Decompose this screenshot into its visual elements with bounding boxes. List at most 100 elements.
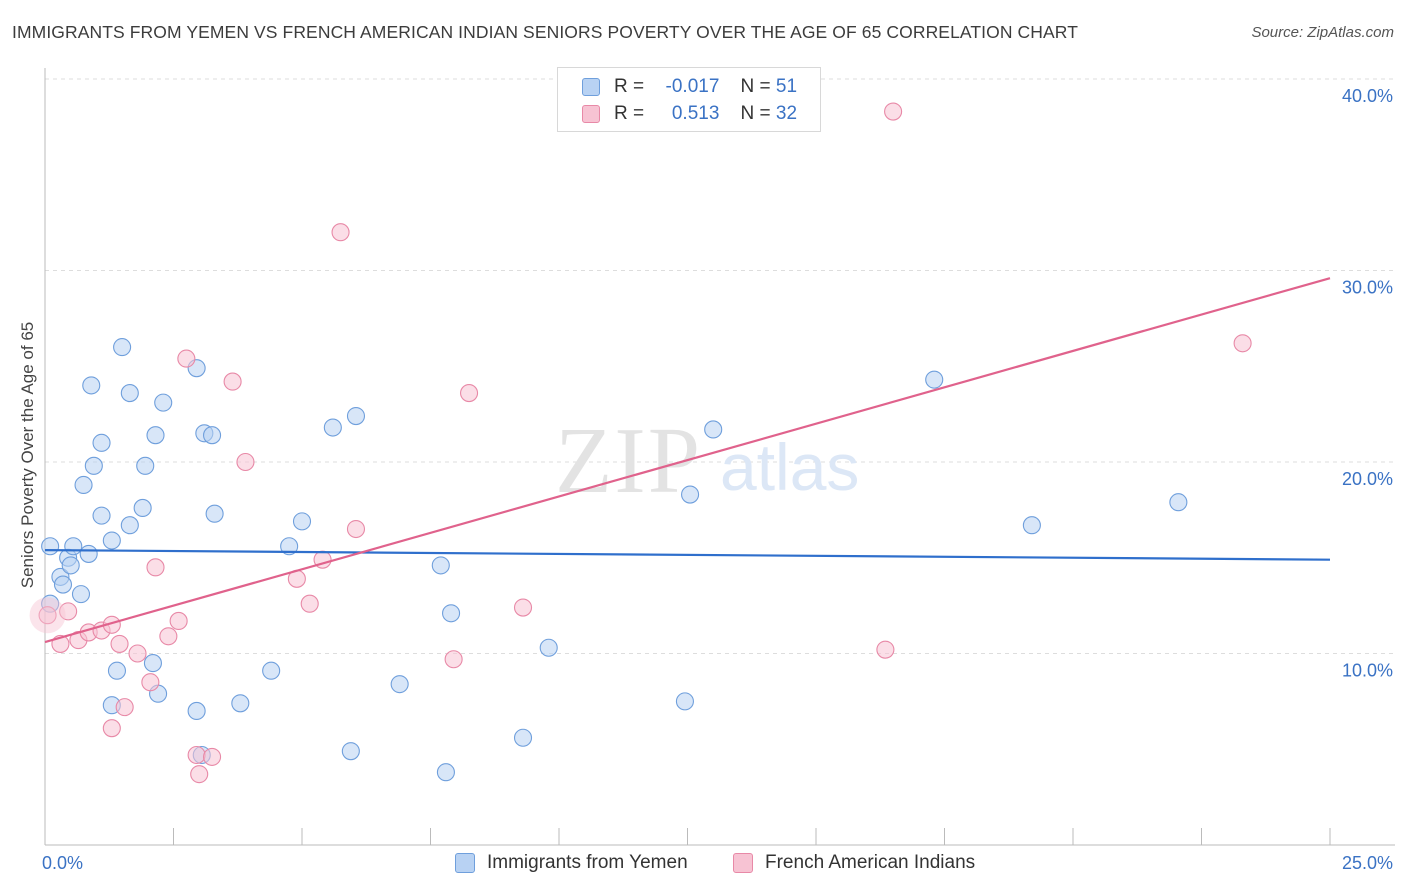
point-yemen xyxy=(92,506,111,525)
point-french xyxy=(459,384,479,403)
point-french xyxy=(513,598,533,617)
point-yemen xyxy=(64,537,83,556)
point-french xyxy=(876,640,895,659)
point-yemen xyxy=(136,456,155,475)
point-yemen xyxy=(143,654,162,673)
point-french xyxy=(159,627,178,646)
series-legend: Immigrants from Yemen French American In… xyxy=(0,852,1406,878)
point-yemen xyxy=(205,504,224,523)
point-french-cluster xyxy=(29,597,66,634)
y-axis-label: Seniors Poverty Over the Age of 65 xyxy=(18,322,37,588)
x-tick-label: 0.0% xyxy=(42,853,83,873)
point-yemen xyxy=(262,661,281,680)
point-yemen xyxy=(231,694,250,713)
point-yemen xyxy=(390,675,409,694)
point-yemen xyxy=(154,393,173,412)
point-yemen xyxy=(79,544,98,563)
point-french xyxy=(444,650,463,669)
point-yemen xyxy=(102,531,121,550)
point-yemen xyxy=(925,370,944,389)
watermark-zip: ZIP xyxy=(555,409,702,513)
point-yemen xyxy=(280,537,299,556)
legend-row-yemen: R = -0.017 N = 51 xyxy=(582,75,797,99)
point-yemen xyxy=(61,556,80,575)
x-tick-label: 25.0% xyxy=(1342,853,1393,873)
point-french xyxy=(141,673,160,692)
point-yemen xyxy=(187,701,206,721)
point-french xyxy=(38,606,57,625)
series-legend-french: French American Indians xyxy=(733,852,975,874)
point-yemen xyxy=(120,516,139,535)
point-yemen xyxy=(442,604,461,623)
point-french xyxy=(203,747,222,766)
point-french xyxy=(115,698,134,717)
watermark-atlas: atlas xyxy=(720,430,859,504)
point-french xyxy=(59,602,78,621)
point-yemen xyxy=(92,433,111,452)
legend-n-value: 32 xyxy=(775,103,798,124)
point-french xyxy=(128,644,147,663)
point-yemen xyxy=(41,537,60,556)
point-french xyxy=(884,102,903,121)
point-french xyxy=(102,719,121,738)
series-legend-label: French American Indians xyxy=(765,852,976,873)
point-french xyxy=(300,594,319,613)
legend-r-value: 0.513 xyxy=(671,103,720,124)
legend-row-french: R = 0.513 N = 32 xyxy=(582,102,797,126)
point-french xyxy=(346,519,366,539)
point-french xyxy=(331,223,350,242)
legend-n-label: N = xyxy=(740,76,771,97)
point-yemen xyxy=(681,485,700,504)
point-yemen xyxy=(704,420,723,439)
legend-swatch-pink xyxy=(582,105,600,123)
point-yemen xyxy=(113,338,132,357)
point-french xyxy=(177,349,196,368)
legend-n-value: 51 xyxy=(775,76,798,97)
data-points xyxy=(29,102,1252,784)
trend-lines xyxy=(44,277,1331,644)
point-french xyxy=(190,765,209,784)
point-yemen xyxy=(1022,516,1041,535)
point-french xyxy=(1233,334,1252,353)
tick-labels: 10.0% 20.0% 30.0% 40.0% 0.0% 25.0% xyxy=(42,86,1393,873)
legend-r-label: R = xyxy=(614,103,645,124)
chart-title: IMMIGRANTS FROM YEMEN VS FRENCH AMERICAN… xyxy=(12,22,1079,42)
grid-lines xyxy=(45,78,1395,654)
series-swatch-blue xyxy=(455,853,475,873)
series-legend-yemen: Immigrants from Yemen xyxy=(455,852,688,874)
point-french xyxy=(110,634,129,653)
point-yemen xyxy=(346,406,366,426)
legend-r-value: -0.017 xyxy=(665,76,720,97)
point-yemen xyxy=(513,728,533,747)
point-french xyxy=(187,745,206,765)
point-french xyxy=(169,611,188,630)
trend-line-french xyxy=(44,277,1331,644)
y-tick-label: 30.0% xyxy=(1342,278,1393,298)
point-yemen xyxy=(341,742,360,761)
point-french xyxy=(146,558,165,577)
point-yemen xyxy=(84,456,103,475)
point-yemen xyxy=(1169,493,1188,512)
point-yemen xyxy=(431,556,450,575)
legend-swatch-blue xyxy=(582,78,600,96)
point-yemen xyxy=(71,585,91,604)
point-yemen xyxy=(74,475,93,495)
watermark: ZIP atlas xyxy=(555,409,859,513)
series-swatch-pink xyxy=(733,853,753,873)
point-yemen xyxy=(53,575,73,594)
point-french xyxy=(236,452,255,472)
legend-r-label: R = xyxy=(614,76,645,97)
point-yemen xyxy=(539,638,558,657)
trend-line-yemen xyxy=(44,548,1331,561)
point-yemen xyxy=(675,692,694,711)
y-tick-label: 20.0% xyxy=(1342,469,1393,489)
point-yemen xyxy=(323,418,342,437)
y-tick-label: 40.0% xyxy=(1342,86,1393,106)
point-yemen xyxy=(203,426,222,445)
axes xyxy=(44,68,1395,846)
point-yemen xyxy=(436,763,455,782)
point-yemen xyxy=(107,661,127,680)
series-legend-label: Immigrants from Yemen xyxy=(487,852,688,873)
y-tick-label: 10.0% xyxy=(1342,661,1393,681)
